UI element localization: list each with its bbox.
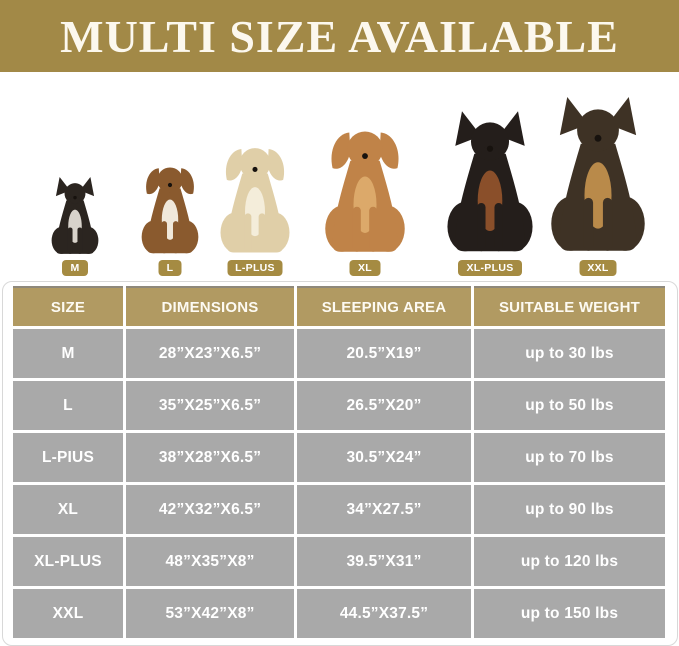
- cell-size: XXL: [13, 589, 123, 638]
- dog-silhouette-icon: [51, 177, 99, 254]
- dog-french-bulldog: M: [44, 177, 106, 276]
- dog-silhouette-icon: [551, 97, 645, 251]
- page-title: MULTI SIZE AVAILABLE: [60, 10, 619, 62]
- column-header-dimensions: DIMENSIONS: [126, 286, 294, 326]
- title-banner: MULTI SIZE AVAILABLE: [0, 0, 679, 72]
- dog-size-lineup: M L: [0, 72, 679, 278]
- cell-sleeping-area: 44.5”X37.5”: [297, 589, 471, 638]
- cell-sleeping-area: 34”X27.5”: [297, 485, 471, 534]
- size-badge-xxl: XXL: [579, 260, 617, 276]
- cell-suitable-weight: up to 70 lbs: [474, 433, 665, 482]
- size-table-container: SIZE DIMENSIONS SLEEPING AREA SUITABLE WEIG…: [2, 281, 678, 646]
- size-badge-l-plus: L-PLUS: [227, 260, 283, 276]
- dog-german-shepherd: XXL: [537, 97, 660, 276]
- dog-silhouette-icon: [141, 167, 199, 254]
- dog-silhouette-icon: [325, 131, 405, 252]
- size-badge-m: M: [62, 260, 88, 276]
- cell-suitable-weight: up to 30 lbs: [474, 329, 665, 378]
- size-badge-xl: XL: [349, 260, 381, 276]
- cell-dimensions: 53”X42”X8”: [126, 589, 294, 638]
- cell-sleeping-area: 20.5”X19”: [297, 329, 471, 378]
- column-header-sleeping-area: SLEEPING AREA: [297, 286, 471, 326]
- cell-sleeping-area: 39.5”X31”: [297, 537, 471, 586]
- cell-dimensions: 28”X23”X6.5”: [126, 329, 294, 378]
- cell-dimensions: 38”X28”X6.5”: [126, 433, 294, 482]
- cell-size: L-PIUS: [13, 433, 123, 482]
- cell-dimensions: 42”X32”X6.5”: [126, 485, 294, 534]
- dog-golden-retriever: XL: [313, 121, 418, 276]
- cell-dimensions: 35”X25”X6.5”: [126, 381, 294, 430]
- dog-doberman: XL-PLUS: [434, 111, 546, 276]
- size-badge-xl-plus: XL-PLUS: [458, 260, 522, 276]
- dog-silhouette-icon: [220, 148, 290, 253]
- dog-cream-retriever: L-PLUS: [210, 139, 301, 276]
- cell-sleeping-area: 26.5”X20”: [297, 381, 471, 430]
- dog-silhouette-icon: [447, 111, 533, 252]
- column-header-suitable-weight: SUITABLE WEIGHT: [474, 286, 665, 326]
- cell-size: XL: [13, 485, 123, 534]
- cell-dimensions: 48”X35”X8”: [126, 537, 294, 586]
- cell-size: L: [13, 381, 123, 430]
- cell-size: XL-PLUS: [13, 537, 123, 586]
- dog-beagle: L: [133, 160, 208, 276]
- cell-size: M: [13, 329, 123, 378]
- cell-suitable-weight: up to 90 lbs: [474, 485, 665, 534]
- cell-suitable-weight: up to 120 lbs: [474, 537, 665, 586]
- cell-sleeping-area: 30.5”X24”: [297, 433, 471, 482]
- cell-suitable-weight: up to 50 lbs: [474, 381, 665, 430]
- size-badge-l: L: [158, 260, 182, 276]
- column-header-size: SIZE: [13, 286, 123, 326]
- size-table: SIZE DIMENSIONS SLEEPING AREA SUITABLE WEIG…: [13, 286, 665, 638]
- cell-suitable-weight: up to 150 lbs: [474, 589, 665, 638]
